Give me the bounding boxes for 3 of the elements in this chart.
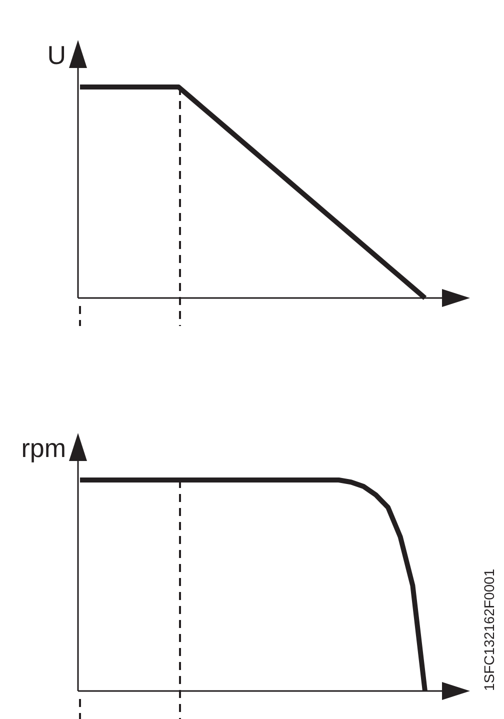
- y-axis-title: U: [47, 40, 66, 70]
- y-axis-title: rpm: [21, 433, 66, 463]
- text: 1SFC132162F0001: [481, 568, 497, 691]
